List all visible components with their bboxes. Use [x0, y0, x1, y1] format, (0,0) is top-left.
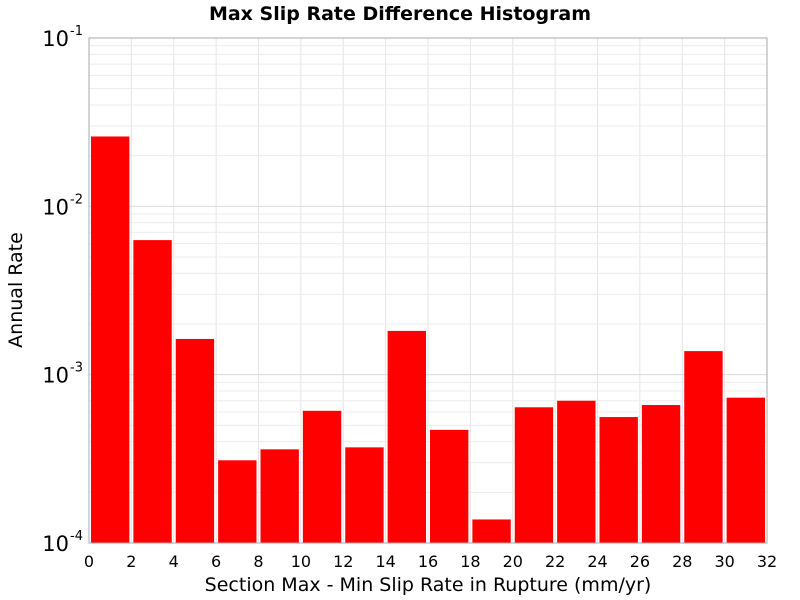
x-tick-label: 2 [126, 552, 136, 571]
histogram-bar [345, 447, 384, 543]
y-tick-label: 10 [42, 195, 69, 219]
x-tick-label: 4 [169, 552, 179, 571]
x-tick-label: 30 [714, 552, 734, 571]
x-axis-label: Section Max - Min Slip Rate in Rupture (… [205, 574, 652, 596]
histogram-bar [684, 351, 723, 543]
y-tick-label: 10 [42, 532, 69, 556]
histogram-bar [430, 429, 469, 543]
x-tick-label: 0 [84, 552, 94, 571]
y-tick-label: 10 [42, 364, 69, 388]
histogram-bar [302, 410, 342, 543]
x-tick-label: 6 [211, 552, 221, 571]
histogram-bar [133, 240, 172, 543]
x-tick-label: 10 [291, 552, 311, 571]
x-tick-label: 28 [672, 552, 692, 571]
histogram-bar [514, 407, 554, 543]
x-tick-label: 12 [333, 552, 353, 571]
histogram-bar [599, 417, 638, 543]
y-tick-labels: 10-410-310-210-1 [42, 24, 83, 556]
y-tick-exponent: -1 [70, 24, 83, 39]
y-tick-exponent: -2 [70, 192, 83, 207]
chart-title: Max Slip Rate Difference Histogram [209, 3, 591, 25]
x-tick-labels: 0 2 4 6 8 10 12 14 16 18 20 22 24 26 28 30 32 [84, 552, 777, 571]
y-tick-label: 10 [42, 27, 69, 51]
histogram-bar [175, 338, 215, 543]
x-tick-label: 24 [587, 552, 607, 571]
y-axis-label: Annual Rate [5, 232, 27, 348]
x-tick-label: 14 [375, 552, 395, 571]
histogram-bar [472, 519, 511, 543]
histogram-bar [387, 330, 426, 543]
histogram-bar [557, 400, 596, 543]
bars [91, 136, 765, 543]
x-tick-label: 22 [545, 552, 565, 571]
y-tick-exponent: -4 [70, 529, 83, 544]
histogram-bar [260, 449, 299, 543]
histogram-bar [218, 460, 257, 543]
histogram-bar [726, 397, 765, 543]
x-tick-label: 8 [253, 552, 263, 571]
x-tick-label: 20 [503, 552, 523, 571]
x-tick-label: 26 [630, 552, 650, 571]
plot-area-frame [88, 37, 768, 544]
x-tick-label: 16 [418, 552, 438, 571]
y-tick-exponent: -3 [70, 361, 83, 376]
histogram-bar [91, 136, 130, 543]
x-tick-label: 32 [757, 552, 777, 571]
x-tick-label: 18 [460, 552, 480, 571]
histogram-bar [641, 405, 681, 543]
